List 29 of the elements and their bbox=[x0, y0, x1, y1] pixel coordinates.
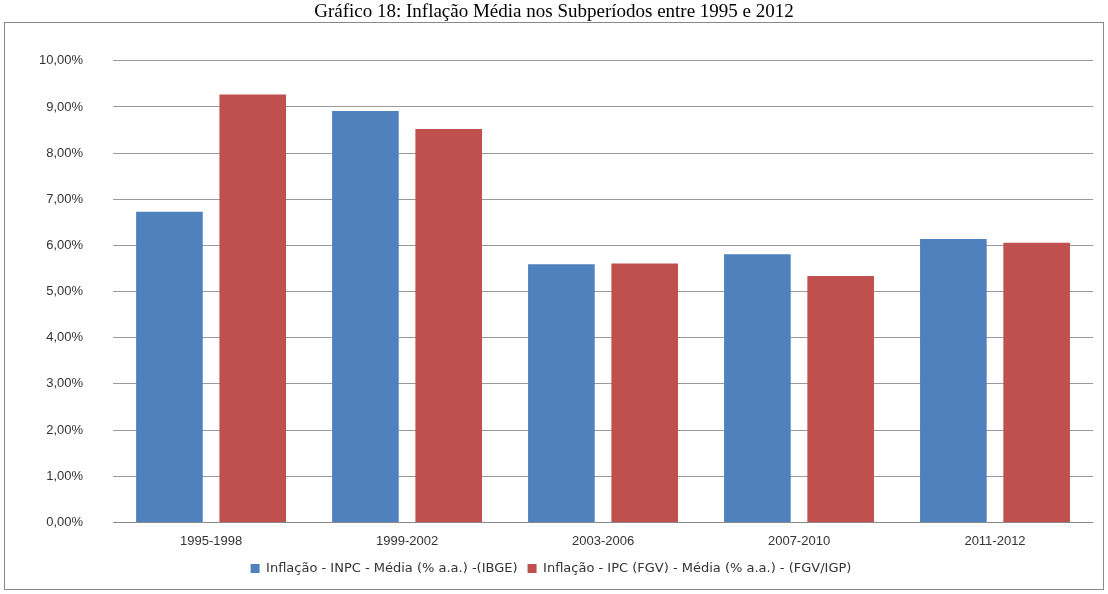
legend-label: Inflação - INPC - Média (% a.a.) -(IBGE) bbox=[266, 559, 518, 575]
bar bbox=[219, 94, 287, 522]
bar bbox=[415, 129, 483, 522]
bar bbox=[332, 111, 399, 522]
bar bbox=[1003, 242, 1070, 522]
bar bbox=[920, 238, 987, 522]
x-tick-label: 1999-2002 bbox=[375, 532, 439, 548]
y-tick-label: 6,00% bbox=[46, 237, 84, 253]
y-tick-label: 1,00% bbox=[46, 467, 84, 483]
bar bbox=[724, 254, 791, 522]
y-tick-label: 0,00% bbox=[46, 513, 84, 529]
y-tick-label: 5,00% bbox=[46, 283, 84, 299]
y-tick-label: 10,00% bbox=[39, 52, 84, 68]
bar bbox=[611, 263, 679, 522]
chart-title: Gráfico 18: Inflação Média nos Subperíodos entre 1995 e 2012 bbox=[313, 0, 795, 22]
bar bbox=[136, 211, 203, 522]
x-tick-label: 2003-2006 bbox=[571, 532, 635, 548]
x-tick-label: 2011-2012 bbox=[964, 532, 1026, 548]
y-tick-label: 8,00% bbox=[46, 144, 84, 160]
y-tick-label: 7,00% bbox=[46, 190, 84, 206]
legend-label: Inflação - IPC (FGV) - Média (% a.a.) - (FGV/IGP) bbox=[543, 559, 852, 575]
y-tick-label: 4,00% bbox=[46, 329, 84, 345]
bar bbox=[528, 264, 595, 522]
y-tick-label: 9,00% bbox=[46, 98, 84, 114]
x-tick-label: 1995-1998 bbox=[180, 532, 243, 548]
x-tick-label: 2007-2010 bbox=[767, 532, 831, 548]
y-tick-label: 2,00% bbox=[46, 421, 84, 437]
bar bbox=[807, 275, 874, 522]
y-tick-label: 3,00% bbox=[46, 375, 84, 391]
